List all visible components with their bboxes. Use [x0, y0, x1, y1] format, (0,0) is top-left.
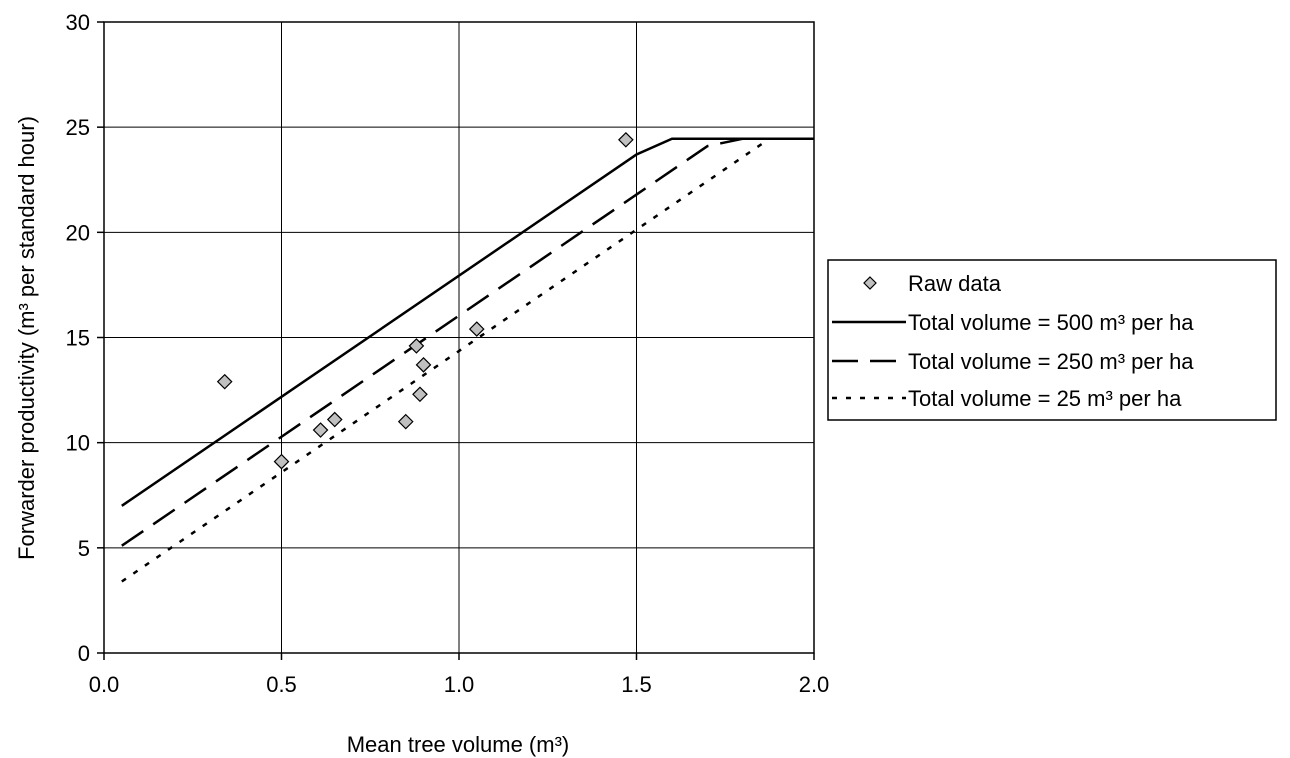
y-tick-label: 25	[66, 115, 90, 140]
y-tick-label: 0	[78, 641, 90, 666]
y-tick-label: 20	[66, 220, 90, 245]
x-tick-label: 0.5	[266, 672, 297, 697]
legend-label: Total volume = 250 m³ per ha	[908, 349, 1194, 374]
series-layer	[121, 131, 814, 583]
legend-items: Raw data Total volume = 500 m³ per ha Tota…	[832, 271, 1194, 411]
legend-box	[827, 259, 1277, 421]
grid-layer	[103, 21, 815, 654]
x-tick-label: 0.0	[89, 672, 120, 697]
y-axis-title: Forwarder productivity (m³ per standard …	[14, 116, 39, 560]
series-line-1	[121, 137, 814, 507]
data-point	[216, 373, 233, 390]
x-tick-label: 1.0	[444, 672, 475, 697]
series-line-3	[121, 138, 769, 583]
series-line-2	[121, 137, 814, 547]
data-point	[273, 453, 290, 470]
legend-label: Total volume = 500 m³ per ha	[908, 310, 1194, 335]
data-point	[408, 338, 425, 354]
data-point	[312, 422, 329, 438]
legend-marker-raw-data	[863, 276, 877, 290]
legend-label: Total volume = 25 m³ per ha	[908, 386, 1182, 411]
x-tick-label: 1.5	[621, 672, 652, 697]
data-point	[618, 131, 634, 148]
y-tick-label: 30	[66, 10, 90, 35]
y-tick-label: 5	[78, 536, 90, 561]
y-tick-label: 15	[66, 326, 90, 351]
data-point	[468, 321, 485, 337]
x-tick-label: 2.0	[799, 672, 830, 697]
legend-label: Raw data	[908, 271, 1002, 296]
tick-layer: 0 5 10 15 20 25 30 0.0 0.5 1.0 1.5 2.0	[66, 10, 830, 697]
x-axis-title: Mean tree volume (m³)	[347, 732, 570, 757]
legend: Raw data Total volume = 500 m³ per ha Tota…	[827, 259, 1277, 421]
data-point	[397, 413, 414, 430]
data-point	[412, 386, 428, 403]
data-point	[326, 411, 343, 428]
data-point	[415, 356, 432, 373]
y-tick-label: 10	[66, 431, 90, 456]
